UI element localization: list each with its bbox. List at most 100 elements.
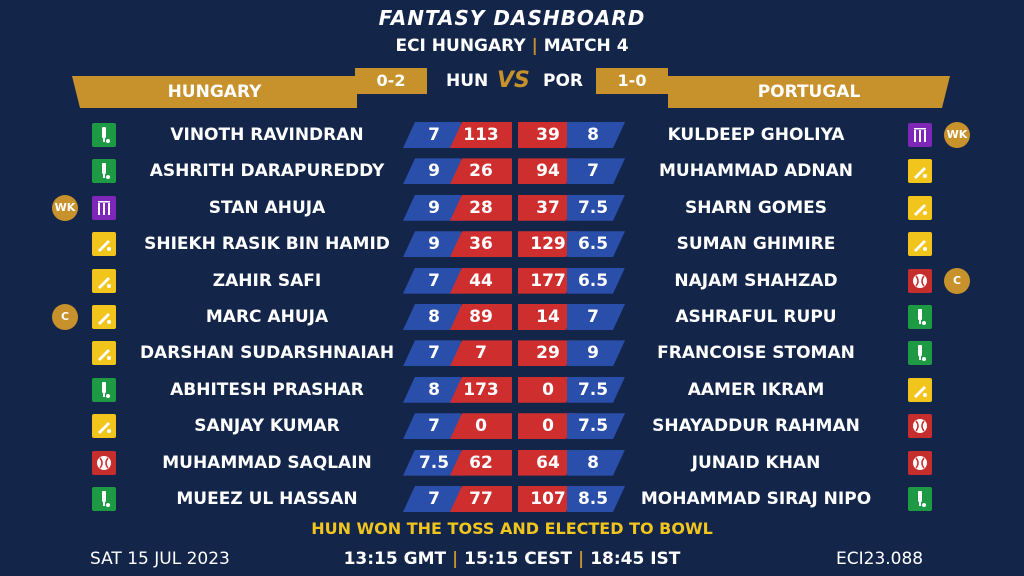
allrounder-icon <box>92 232 116 257</box>
home-credit: 9 <box>403 194 461 221</box>
away-player-name: ASHRAFUL RUPU <box>675 307 837 327</box>
allrounder-icon <box>92 268 116 293</box>
time-ist: 18:45 IST <box>590 549 681 569</box>
wicketkeeper-icon <box>908 123 932 147</box>
batter-icon <box>92 487 116 511</box>
home-badge-icon: C <box>52 304 78 330</box>
away-badge-icon: WK <box>944 122 970 148</box>
batter-icon <box>92 159 116 184</box>
home-team-banner: HUNGARY <box>72 76 357 108</box>
player-row: SANJAY KUMAR 7 0 0 7.5 SHAYADDUR RAHMAN <box>0 410 1024 442</box>
home-points: 7 <box>450 340 512 367</box>
away-player-name: MUHAMMAD ADNAN <box>658 161 853 182</box>
away-player-name: JUNAID KHAN <box>691 452 821 473</box>
home-player-name: STAN AHUJA <box>208 197 326 218</box>
match-code: ECI23.088 <box>836 549 924 569</box>
away-credit: 7.5 <box>567 413 625 439</box>
player-row: ZAHIR SAFI 7 44 177 6.5 NAJAM SHAHZAD C <box>0 265 1024 297</box>
home-points: 28 <box>450 194 512 221</box>
wicketkeeper-icon <box>92 195 116 220</box>
allrounder-icon <box>908 159 932 184</box>
home-abbr: HUN <box>446 71 489 91</box>
home-points: 36 <box>450 231 512 258</box>
bowler-icon <box>908 414 932 439</box>
home-player-name: VINOTH RAVINDRAN <box>170 125 364 145</box>
away-credit: 8 <box>567 122 625 148</box>
allrounder-icon <box>908 232 932 257</box>
home-points: 62 <box>450 449 512 476</box>
player-row: ABHITESH PRASHAR 8 173 0 7.5 AAMER IKRAM <box>0 374 1024 406</box>
away-credit: 8 <box>567 450 625 476</box>
home-player-name: DARSHAN SUDARSHNAIAH <box>139 343 395 364</box>
home-player-name: SHIEKH RASIK BIN HAMID <box>144 234 390 255</box>
player-row: C MARC AHUJA 8 89 14 7 ASHRAFUL RUPU <box>0 301 1024 333</box>
batter-icon <box>92 377 116 402</box>
away-player-name: SHARN GOMES <box>684 197 828 218</box>
bowler-icon <box>908 450 932 475</box>
away-credit: 7.5 <box>567 377 625 403</box>
home-badge-icon: WK <box>52 194 78 221</box>
player-row: WK STAN AHUJA 9 28 37 7.5 SHARN GOMES <box>0 192 1024 224</box>
home-player-name: ZAHIR SAFI <box>212 270 322 291</box>
player-row: MUHAMMAD SAQLAIN 7.5 62 64 8 JUNAID KHAN <box>0 447 1024 479</box>
league-name: ECI HUNGARY <box>395 36 526 56</box>
time-gmt: 13:15 GMT <box>343 549 447 569</box>
vs-icon: VS <box>497 68 530 93</box>
player-row: ASHRITH DARAPUREDDY 9 26 94 7 MUHAMMAD ADNAN <box>0 155 1024 187</box>
away-abbr: POR <box>543 71 584 91</box>
home-points: 89 <box>450 304 512 330</box>
away-credit: 6.5 <box>567 268 625 294</box>
away-player-name: AAMER IKRAM <box>687 379 825 400</box>
away-credit: 7.5 <box>567 195 625 221</box>
away-player-name: KULDEEP GHOLIYA <box>667 125 845 145</box>
batter-icon <box>908 487 932 511</box>
away-badge-icon: C <box>944 267 970 294</box>
match-number: MATCH 4 <box>543 36 629 56</box>
time-cest: 15:15 CEST <box>464 549 573 569</box>
home-player-name: ASHRITH DARAPUREDDY <box>149 161 385 182</box>
home-points: 44 <box>450 267 512 294</box>
home-player-name: MARC AHUJA <box>205 307 329 327</box>
away-player-name: MOHAMMAD SIRAJ NIPO <box>640 489 872 509</box>
home-player-name: ABHITESH PRASHAR <box>170 379 364 400</box>
away-player-name: SUMAN GHIMIRE <box>676 234 836 255</box>
bowler-icon <box>92 450 116 475</box>
allrounder-icon <box>908 195 932 220</box>
home-points: 173 <box>450 376 512 403</box>
player-row: SHIEKH RASIK BIN HAMID 9 36 129 6.5 SUMAN GHI… <box>0 228 1024 260</box>
bowler-icon <box>908 268 932 293</box>
toss-result: HUN WON THE TOSS AND ELECTED TO BOWL <box>311 519 713 538</box>
away-credit: 6.5 <box>567 231 625 257</box>
away-credit: 7 <box>567 304 625 330</box>
home-points: 113 <box>450 122 512 148</box>
home-player-name: MUHAMMAD SAQLAIN <box>162 452 372 473</box>
home-player-name: MUEEZ UL HASSAN <box>176 489 358 509</box>
away-credit: 8.5 <box>567 486 625 512</box>
player-row: VINOTH RAVINDRAN 7 113 39 8 KULDEEP GHOLIYA WK <box>0 119 1024 151</box>
home-player-name: SANJAY KUMAR <box>194 416 340 437</box>
player-row: DARSHAN SUDARSHNAIAH 7 7 29 9 FRANCOISE STOMA… <box>0 337 1024 369</box>
away-player-name: FRANCOISE STOMAN <box>657 343 855 364</box>
home-points: 0 <box>450 413 512 440</box>
time-separator: | <box>578 549 585 569</box>
allrounder-icon <box>92 414 116 439</box>
away-credit: 9 <box>567 340 625 366</box>
match-date: SAT 15 JUL 2023 <box>90 549 230 569</box>
away-team-banner: PORTUGAL <box>668 76 950 108</box>
match-times: 13:15 GMT | 15:15 CEST | 18:45 IST <box>0 546 1024 572</box>
home-points: 77 <box>450 486 512 512</box>
time-separator: | <box>452 549 459 569</box>
home-score: 0-2 <box>355 68 427 94</box>
allrounder-icon <box>92 305 116 329</box>
player-row: MUEEZ UL HASSAN 7 77 107 8.5 MOHAMMAD SIRAJ N… <box>0 483 1024 515</box>
batter-icon <box>908 305 932 329</box>
dashboard-title: FANTASY DASHBOARD <box>378 6 646 30</box>
away-credit: 7 <box>567 158 625 184</box>
away-player-name: SHAYADDUR RAHMAN <box>652 416 860 437</box>
away-score: 1-0 <box>596 68 668 94</box>
batter-icon <box>92 123 116 147</box>
match-subtitle: ECI HUNGARY | MATCH 4 <box>0 36 1024 56</box>
away-player-name: NAJAM SHAHZAD <box>674 270 838 291</box>
allrounder-icon <box>908 377 932 402</box>
allrounder-icon <box>92 341 116 366</box>
